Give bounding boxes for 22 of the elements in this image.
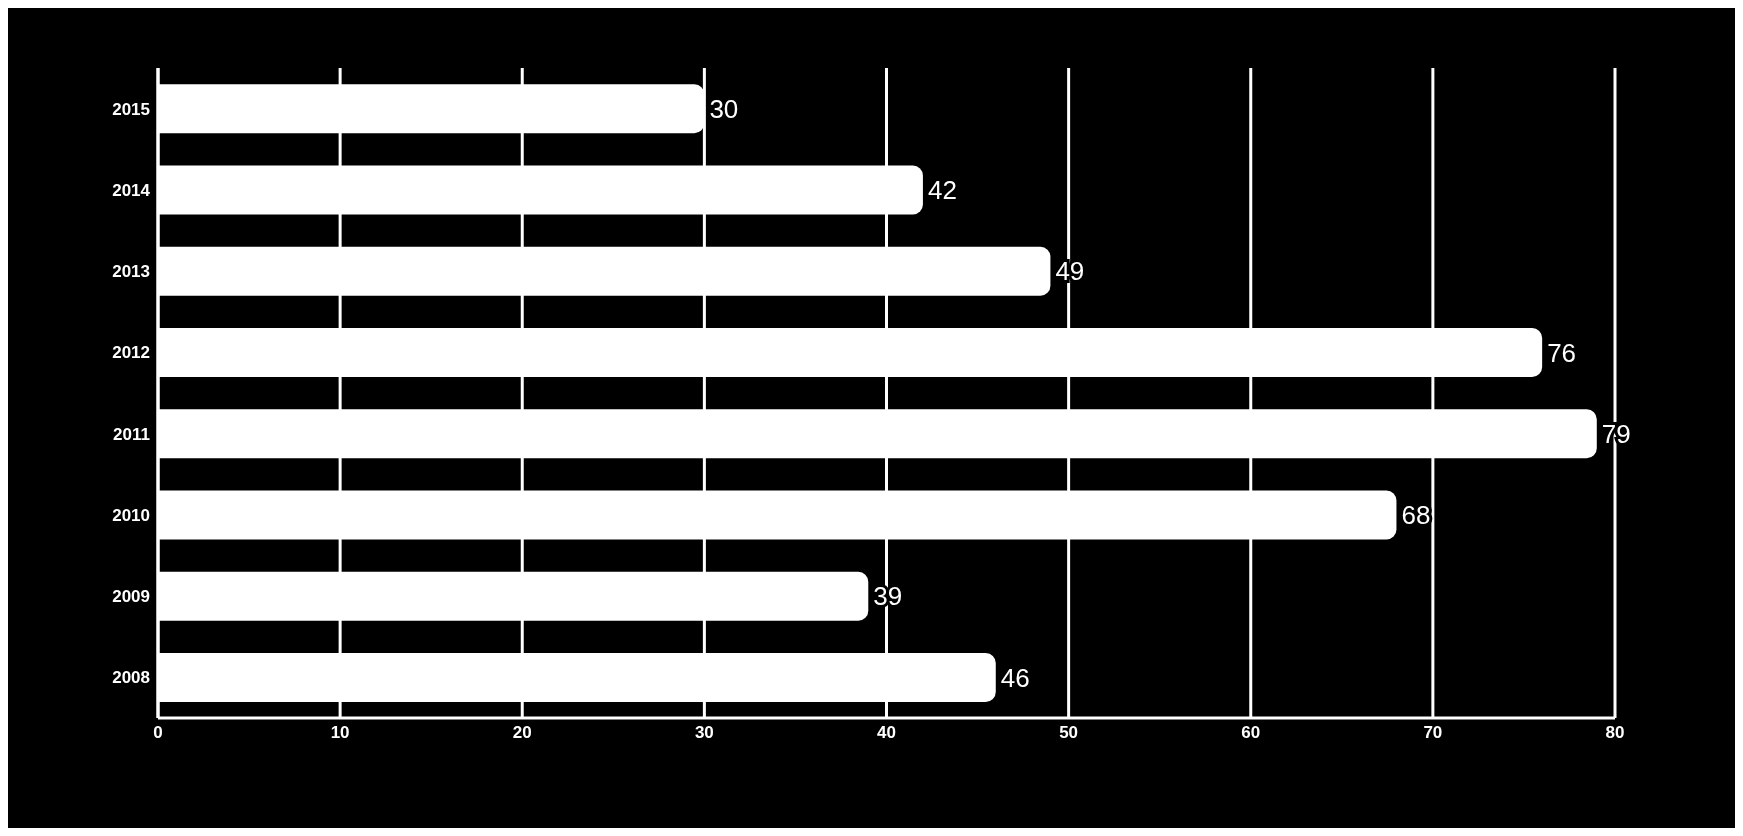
data-label: 42 (927, 175, 957, 206)
x-tick-label: 80 (1605, 723, 1625, 743)
y-tick-label: 2014 (112, 180, 151, 200)
x-tick-label: 50 (1059, 723, 1079, 743)
x-tick-label: 60 (1241, 723, 1261, 743)
data-label: 68 (1401, 500, 1431, 531)
data-label: 30 (709, 93, 739, 124)
y-tick-label: 2011 (113, 424, 150, 444)
x-tick-label: 40 (877, 723, 896, 743)
x-tick-label: 70 (1423, 723, 1443, 743)
x-tick-label: 10 (330, 723, 350, 743)
y-tick-label: 2009 (112, 587, 150, 607)
y-tick-label: 2008 (112, 668, 150, 688)
y-tick-label: 2013 (112, 262, 150, 282)
x-tick-label: 20 (512, 723, 532, 743)
data-label: 46 (1000, 662, 1030, 693)
y-tick-label: 2012 (112, 343, 150, 363)
x-tick-label: 30 (694, 723, 714, 743)
data-label: 76 (1547, 337, 1577, 368)
y-tick-label: 2015 (112, 99, 150, 119)
x-tick-label: 0 (153, 723, 163, 743)
y-tick-label: 2010 (112, 505, 150, 525)
